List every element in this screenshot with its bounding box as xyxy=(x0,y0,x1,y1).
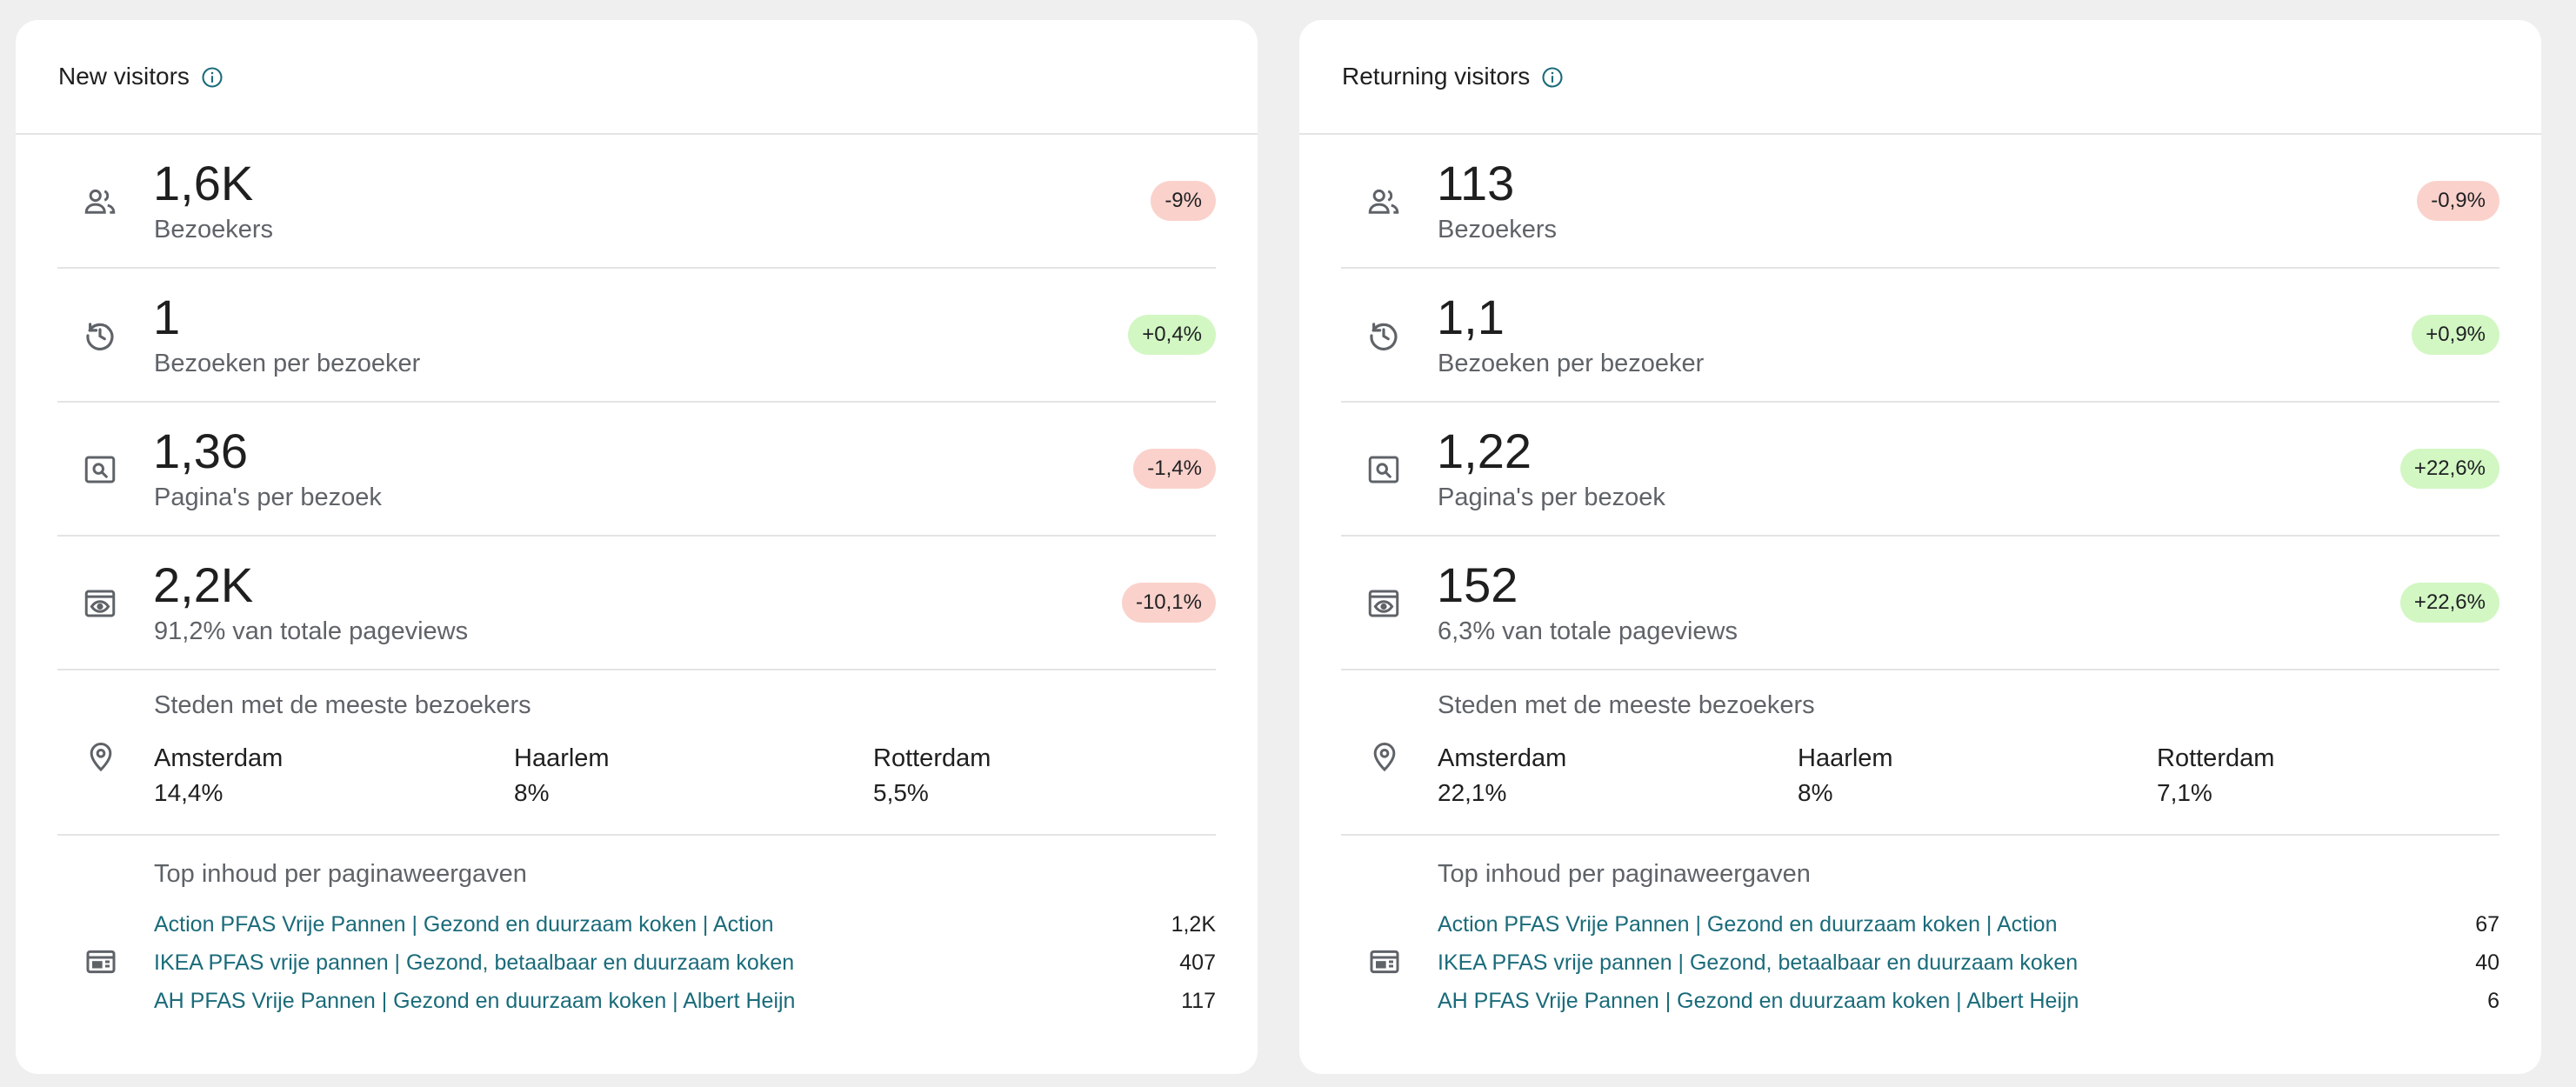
section-title: Top inhoud per paginaweergaven xyxy=(154,860,527,888)
change-badge: +0,9% xyxy=(2412,315,2499,355)
city-percentage: 22,1% xyxy=(1438,779,1507,806)
change-badge: -0,9% xyxy=(2417,181,2499,221)
top-cities-section: Steden met de meeste bezoekers Amsterdam… xyxy=(57,670,1216,836)
info-icon[interactable] xyxy=(1540,65,1565,90)
returning-visitors-card: Returning visitors 113 Bezoekers -0,9% 1… xyxy=(1299,20,2541,1074)
content-count: 40 xyxy=(2475,950,2499,975)
people-icon xyxy=(82,183,118,220)
change-badge: -9% xyxy=(1151,181,1216,221)
list-item: IKEA PFAS vrije pannen | Gezond, betaalb… xyxy=(154,944,1216,982)
metric-value: 1,1 xyxy=(1437,290,1505,344)
city-name: Haarlem xyxy=(1798,744,1893,772)
city-item: Amsterdam 22,1% xyxy=(1438,743,1566,809)
section-title: Steden met de meeste bezoekers xyxy=(1438,691,1815,719)
content-link[interactable]: Action PFAS Vrije Pannen | Gezond en duu… xyxy=(154,911,774,937)
section-title: Steden met de meeste bezoekers xyxy=(154,691,531,719)
card-title: Returning visitors xyxy=(1342,63,1531,90)
city-percentage: 7,1% xyxy=(2157,779,2212,806)
content-link[interactable]: IKEA PFAS vrije pannen | Gezond, betaalb… xyxy=(1438,950,2079,975)
metric-value: 113 xyxy=(1437,156,1515,210)
metric-value: 1,36 xyxy=(153,423,248,478)
city-item: Rotterdam 7,1% xyxy=(2157,743,2274,809)
metric-value: 1 xyxy=(153,290,181,344)
city-item: Haarlem 8% xyxy=(1798,743,1893,809)
metric-row-pages-per-visit: 1,22 Pagina's per bezoek +22,6% xyxy=(1341,403,2499,537)
city-name: Rotterdam xyxy=(873,744,991,772)
list-item: AH PFAS Vrije Pannen | Gezond en duurzaa… xyxy=(154,982,1216,1020)
pageview-icon xyxy=(82,585,118,622)
metric-value: 2,2K xyxy=(153,557,254,612)
card-header: Returning visitors xyxy=(1299,20,2541,135)
city-percentage: 8% xyxy=(514,779,550,806)
content-count: 117 xyxy=(1181,988,1216,1013)
metric-row-visitors: 113 Bezoekers -0,9% xyxy=(1341,135,2499,269)
city-percentage: 8% xyxy=(1798,779,1833,806)
new-visitors-card: New visitors 1,6K Bezoekers -9% 1 Bezoek… xyxy=(16,20,1258,1074)
web-page-icon xyxy=(1367,944,1402,979)
metric-label: Pagina's per bezoek xyxy=(1438,483,1665,511)
city-name: Amsterdam xyxy=(154,744,284,772)
metric-label: Bezoeken per bezoeker xyxy=(154,350,421,377)
web-page-icon xyxy=(83,944,118,979)
metric-row-pageviews: 2,2K 91,2% van totale pageviews -10,1% xyxy=(57,537,1216,670)
page-search-icon xyxy=(82,451,118,488)
metric-row-visits-per-visitor: 1,1 Bezoeken per bezoeker +0,9% xyxy=(1341,269,2499,403)
content-link[interactable]: IKEA PFAS vrije pannen | Gezond, betaalb… xyxy=(154,950,795,975)
metric-value: 1,22 xyxy=(1437,423,1532,478)
city-percentage: 14,4% xyxy=(154,779,224,806)
change-badge: -1,4% xyxy=(1133,449,1216,489)
city-name: Rotterdam xyxy=(2157,744,2275,772)
change-badge: +22,6% xyxy=(2399,583,2499,623)
history-icon xyxy=(82,317,118,354)
content-link[interactable]: Action PFAS Vrije Pannen | Gezond en duu… xyxy=(1438,911,2058,937)
top-content-section: Top inhoud per paginaweergaven Action PF… xyxy=(1341,836,2499,1044)
content-count: 1,2K xyxy=(1171,911,1216,937)
content-link[interactable]: AH PFAS Vrije Pannen | Gezond en duurzaa… xyxy=(154,988,796,1013)
content-link[interactable]: AH PFAS Vrije Pannen | Gezond en duurzaa… xyxy=(1438,988,2079,1013)
metric-label: 6,3% van totale pageviews xyxy=(1438,617,1738,645)
metric-row-visits-per-visitor: 1 Bezoeken per bezoeker +0,4% xyxy=(57,269,1216,403)
metric-row-pages-per-visit: 1,36 Pagina's per bezoek -1,4% xyxy=(57,403,1216,537)
info-icon[interactable] xyxy=(200,65,224,90)
city-name: Haarlem xyxy=(514,744,610,772)
metric-label: Bezoekers xyxy=(154,216,274,243)
pageview-icon xyxy=(1365,585,1402,622)
card-header: New visitors xyxy=(16,20,1258,135)
metric-label: Bezoeken per bezoeker xyxy=(1438,350,1705,377)
change-badge: +0,4% xyxy=(1128,315,1216,355)
people-icon xyxy=(1365,183,1402,220)
page-search-icon xyxy=(1365,451,1402,488)
city-name: Amsterdam xyxy=(1438,744,1567,772)
top-cities-section: Steden met de meeste bezoekers Amsterdam… xyxy=(1341,670,2499,836)
location-pin-icon xyxy=(83,739,118,774)
metric-row-pageviews: 152 6,3% van totale pageviews +22,6% xyxy=(1341,537,2499,670)
location-pin-icon xyxy=(1367,739,1402,774)
section-title: Top inhoud per paginaweergaven xyxy=(1438,860,1811,888)
history-icon xyxy=(1365,317,1402,354)
list-item: IKEA PFAS vrije pannen | Gezond, betaalb… xyxy=(1438,944,2499,982)
city-percentage: 5,5% xyxy=(873,779,929,806)
top-content-list: Action PFAS Vrije Pannen | Gezond en duu… xyxy=(154,905,1216,1020)
metric-label: Pagina's per bezoek xyxy=(154,483,382,511)
metric-value: 152 xyxy=(1437,557,1518,612)
city-item: Rotterdam 5,5% xyxy=(873,743,991,809)
change-badge: +22,6% xyxy=(2399,449,2499,489)
content-count: 67 xyxy=(2475,911,2499,937)
metric-row-visitors: 1,6K Bezoekers -9% xyxy=(57,135,1216,269)
list-item: AH PFAS Vrije Pannen | Gezond en duurzaa… xyxy=(1438,982,2499,1020)
city-item: Haarlem 8% xyxy=(514,743,610,809)
change-badge: -10,1% xyxy=(1121,583,1216,623)
city-item: Amsterdam 14,4% xyxy=(154,743,283,809)
metric-value: 1,6K xyxy=(153,156,254,210)
content-count: 6 xyxy=(2487,988,2499,1013)
list-item: Action PFAS Vrije Pannen | Gezond en duu… xyxy=(1438,905,2499,944)
card-title: New visitors xyxy=(58,63,190,90)
content-count: 407 xyxy=(1179,950,1216,975)
top-content-list: Action PFAS Vrije Pannen | Gezond en duu… xyxy=(1438,905,2499,1020)
metric-label: Bezoekers xyxy=(1438,216,1558,243)
top-content-section: Top inhoud per paginaweergaven Action PF… xyxy=(57,836,1216,1044)
metric-label: 91,2% van totale pageviews xyxy=(154,617,469,645)
list-item: Action PFAS Vrije Pannen | Gezond en duu… xyxy=(154,905,1216,944)
